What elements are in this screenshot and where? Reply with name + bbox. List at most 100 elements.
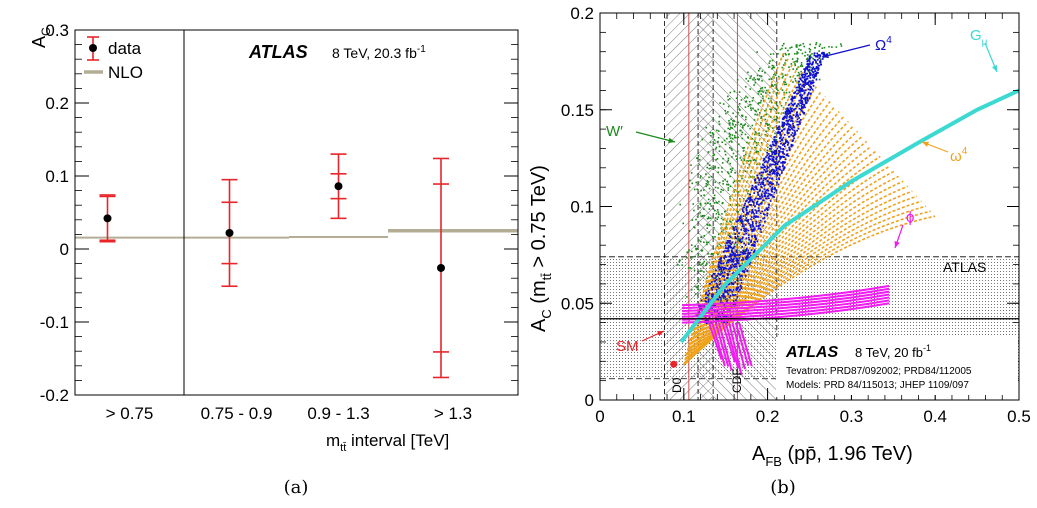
omega-lower-sup: 4: [962, 146, 968, 157]
omega-upper-point: [811, 70, 814, 73]
omega-upper-point: [751, 222, 754, 225]
wprime-point: [769, 170, 771, 172]
omega-upper-point: [770, 169, 773, 171]
omega-upper-point: [756, 188, 759, 191]
wprime-point: [823, 46, 826, 49]
omega-upper-point: [775, 140, 778, 143]
omega-upper-point: [734, 235, 737, 238]
wprime-point: [697, 284, 700, 287]
omega-upper-point: [783, 145, 786, 148]
omega-upper-point: [750, 188, 753, 191]
sm-label: SM: [616, 338, 639, 355]
omega-upper-point: [726, 277, 728, 279]
data-point: [225, 228, 234, 237]
wprime-point: [686, 296, 688, 298]
omega-upper-point: [735, 263, 737, 265]
wprime-point: [730, 221, 732, 223]
wprime-point: [758, 90, 761, 93]
omega-upper-point: [724, 296, 727, 298]
omega-upper-point: [741, 208, 744, 210]
omega-upper-point: [731, 254, 734, 256]
wprime-point: [768, 62, 771, 64]
omega-upper-point: [774, 161, 777, 164]
omega-upper-point: [713, 310, 716, 312]
omega-upper-point: [749, 224, 752, 227]
wprime-point: [743, 159, 746, 162]
omega-upper-point: [809, 85, 811, 88]
omega-upper-point: [749, 199, 751, 202]
wprime-point: [739, 157, 742, 159]
wprime-point: [759, 111, 761, 114]
omega-upper-point: [708, 292, 711, 295]
wprime-point: [688, 186, 691, 189]
wprime-point: [709, 131, 712, 134]
omega-upper-point: [802, 106, 805, 109]
omega-upper-point: [798, 85, 801, 88]
omega-upper-point: [794, 102, 796, 105]
omega-upper-point: [796, 113, 799, 116]
wprime-point: [784, 62, 786, 64]
omega-lower-stripe: [707, 210, 931, 344]
wprime-point: [768, 92, 771, 94]
omega-upper-point: [770, 163, 773, 166]
omega-upper-point: [761, 186, 763, 189]
wprime-point: [714, 181, 717, 184]
wprime-point: [752, 96, 755, 99]
wprime-point: [695, 218, 697, 221]
omega-lower-stripe: [693, 120, 849, 356]
omega-upper-point: [733, 294, 735, 297]
wprime-point: [715, 158, 717, 161]
wprime-point: [712, 167, 715, 169]
omega-upper-point: [763, 192, 766, 195]
omega-upper-point: [773, 150, 776, 153]
wprime-point: [713, 139, 716, 141]
omega-upper-point: [789, 114, 791, 117]
omega-upper-point: [730, 249, 733, 252]
omega-upper-point: [739, 218, 742, 220]
omega-upper-point: [750, 212, 753, 214]
omega-upper-point: [704, 293, 707, 295]
omega-upper-point: [774, 163, 777, 165]
omega-upper-point: [775, 169, 778, 172]
omega-upper-point: [760, 202, 763, 205]
wprime-point: [729, 220, 731, 222]
legend-nlo-label: NLO: [108, 63, 143, 82]
omega-upper-point: [770, 189, 773, 192]
wprime-point: [736, 218, 739, 221]
omega-upper-point: [744, 275, 747, 277]
wprime-point: [783, 91, 785, 94]
wprime-point: [734, 136, 736, 139]
omega-upper-point: [812, 76, 814, 78]
omega-upper-point: [731, 283, 733, 285]
omega-upper-point: [755, 225, 758, 228]
omega-upper-point: [744, 202, 747, 205]
wprime-point: [752, 159, 755, 162]
omega-upper-point: [750, 187, 753, 190]
omega-upper-point: [726, 261, 728, 264]
omega-upper-point: [740, 287, 743, 290]
omega-upper-point: [760, 228, 762, 231]
omega-upper-point: [757, 216, 760, 218]
omega-upper-point: [725, 256, 727, 258]
wprime-point: [690, 289, 693, 291]
omega-upper-point: [744, 268, 747, 271]
wprime-point: [770, 100, 772, 102]
omega-upper-point: [798, 89, 801, 91]
omega-upper-point: [791, 100, 794, 102]
wprime-point: [759, 89, 761, 92]
wprime-point: [698, 261, 701, 264]
wprime-point: [733, 90, 736, 93]
panel-b-ylabel-sub2: tt̄: [539, 273, 554, 281]
omega-upper-point: [735, 257, 738, 260]
omega-upper-point: [767, 192, 770, 195]
wprime-point: [727, 184, 730, 186]
omega-upper-point: [750, 204, 753, 206]
wprime-point: [799, 65, 802, 67]
omega-upper-point: [757, 194, 760, 196]
omega-upper-point: [787, 155, 790, 157]
wprime-point: [722, 309, 725, 312]
omega-upper-point: [723, 279, 726, 281]
wprime-point: [749, 107, 752, 110]
panel-a-energy-label: 8 TeV, 20.3 fb-1: [332, 44, 426, 61]
wprime-point: [798, 103, 800, 106]
